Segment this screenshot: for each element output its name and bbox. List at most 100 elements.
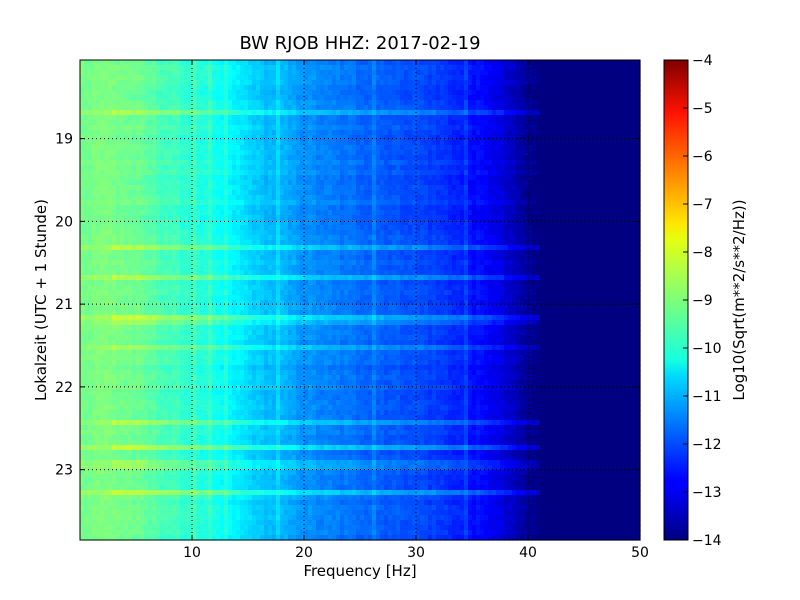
heatmap-cell (408, 145, 413, 151)
heatmap-cell (304, 135, 309, 141)
heatmap-cell (592, 135, 597, 141)
heatmap-cell (408, 110, 413, 116)
heatmap-cell (424, 130, 429, 136)
heatmap-cell (412, 190, 417, 196)
heatmap-cell (400, 110, 405, 116)
heatmap-cell (300, 105, 305, 111)
heatmap-cell (308, 235, 313, 241)
heatmap-cell (352, 140, 357, 146)
heatmap-cell (124, 210, 129, 216)
heatmap-cell (112, 205, 117, 211)
heatmap-cell (152, 90, 157, 96)
heatmap-cell (300, 125, 305, 131)
heatmap-cell (504, 195, 509, 201)
heatmap-cell (172, 210, 177, 216)
heatmap-cell (272, 200, 277, 206)
heatmap-cell (388, 85, 393, 91)
heatmap-cell (180, 115, 185, 121)
heatmap-cell (456, 185, 461, 191)
heatmap-cell (172, 135, 177, 141)
heatmap-cell (604, 65, 609, 71)
heatmap-cell (508, 185, 513, 191)
heatmap-cell (296, 220, 301, 226)
heatmap-cell (124, 150, 129, 156)
heatmap-cell (88, 210, 93, 216)
heatmap-cell (208, 235, 213, 241)
heatmap-cell (308, 160, 313, 166)
heatmap-cell (88, 155, 93, 161)
heatmap-cell (416, 185, 421, 191)
heatmap-cell (620, 160, 625, 166)
heatmap-cell (312, 95, 317, 101)
heatmap-cell (312, 60, 317, 66)
heatmap-cell (436, 175, 441, 181)
heatmap-cell (344, 70, 349, 76)
heatmap-cell (92, 150, 97, 156)
heatmap-cell (140, 195, 145, 201)
heatmap-cell (548, 225, 553, 231)
heatmap-cell (260, 100, 265, 106)
heatmap-cell (152, 165, 157, 171)
heatmap-cell (488, 130, 493, 136)
heatmap-cell (600, 225, 605, 231)
heatmap-cell (136, 170, 141, 176)
heatmap-cell (600, 145, 605, 151)
heatmap-cell (580, 165, 585, 171)
heatmap-cell (204, 135, 209, 141)
heatmap-cell (412, 125, 417, 131)
heatmap-cell (352, 60, 357, 66)
heatmap-cell (264, 115, 269, 121)
heatmap-cell (400, 205, 405, 211)
heatmap-cell (392, 165, 397, 171)
heatmap-cell (528, 90, 533, 96)
heatmap-cell (412, 175, 417, 181)
heatmap-cell (368, 190, 373, 196)
heatmap-cell (476, 85, 481, 91)
heatmap-cell (268, 60, 273, 66)
heatmap-cell (340, 205, 345, 211)
heatmap-cell (124, 235, 129, 241)
heatmap-cell (88, 170, 93, 176)
heatmap-cell (496, 155, 501, 161)
heatmap-cell (636, 190, 641, 196)
heatmap-cell (392, 70, 397, 76)
heatmap-cell (352, 235, 357, 241)
heatmap-cell (256, 175, 261, 181)
heatmap-cell (244, 75, 249, 81)
heatmap-cell (288, 125, 293, 131)
heatmap-cell (324, 60, 329, 66)
heatmap-cell (228, 75, 233, 81)
heatmap-cell (176, 175, 181, 181)
heatmap-cell (520, 80, 525, 86)
heatmap-cell (304, 90, 309, 96)
heatmap-cell (184, 85, 189, 91)
heatmap-cell (232, 190, 237, 196)
heatmap-cell (200, 80, 205, 86)
heatmap-cell (132, 180, 137, 186)
heatmap-cell (192, 200, 197, 206)
heatmap-cell (360, 215, 365, 221)
heatmap-cell (452, 170, 457, 176)
heatmap-cell (272, 65, 277, 71)
heatmap-cell (556, 65, 561, 71)
heatmap-cell (196, 215, 201, 221)
heatmap-cell (468, 120, 473, 126)
heatmap-cell (320, 155, 325, 161)
heatmap-cell (576, 70, 581, 76)
heatmap-cell (444, 90, 449, 96)
heatmap-cell (372, 100, 377, 106)
heatmap-cell (280, 90, 285, 96)
heatmap-cell (164, 200, 169, 206)
heatmap-cell (212, 75, 217, 81)
heatmap-cell (424, 235, 429, 241)
heatmap-cell (192, 85, 197, 91)
heatmap-cell (464, 115, 469, 121)
heatmap-cell (328, 130, 333, 136)
heatmap-cell (268, 170, 273, 176)
heatmap-cell (496, 215, 501, 221)
heatmap-cell (448, 205, 453, 211)
heatmap-cell (384, 75, 389, 81)
heatmap-cell (356, 205, 361, 211)
heatmap-cell (432, 230, 437, 236)
heatmap-cell (168, 60, 173, 66)
